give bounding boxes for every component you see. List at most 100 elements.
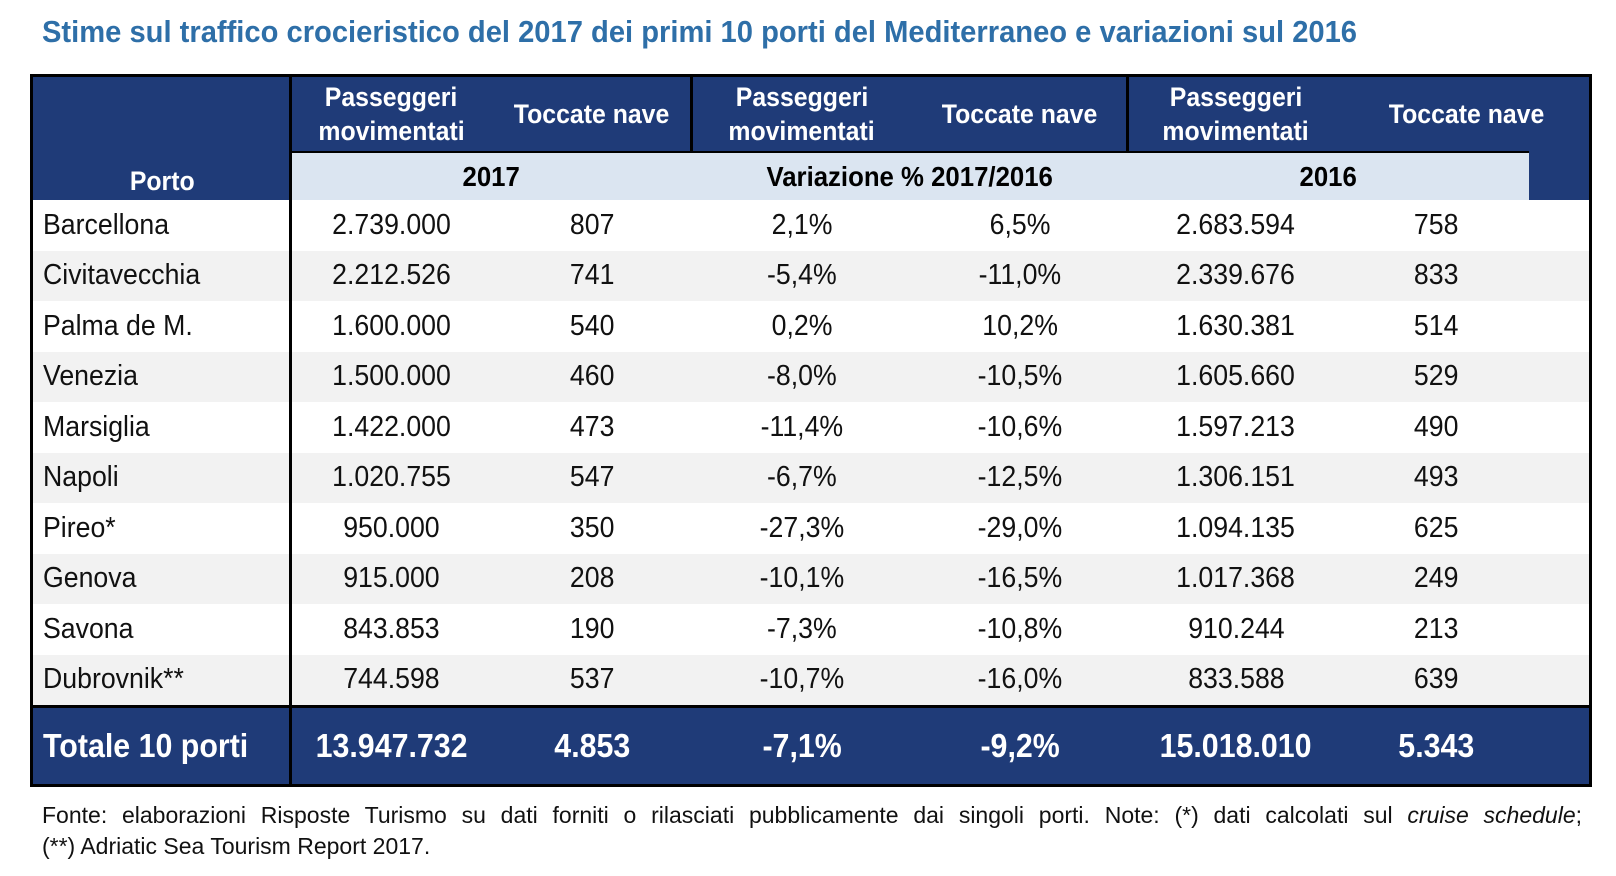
table-row: Palma de M. 1.600.000 540 0,2% 10,2% 1.630.38… [33, 301, 1589, 352]
cell-var-calls: -29,0% [977, 511, 1063, 544]
cell-pax-2017: 1.020.755 [332, 461, 451, 494]
table-row: Marsiglia 1.422.000 473 -11,4% -10,6% 1.597.2… [33, 402, 1589, 453]
cell-pax-2016: 2.683.594 [1176, 208, 1296, 241]
source-note-line1: Fonte: elaborazioni Risposte Turismo su … [42, 802, 1583, 828]
cell-calls-2017: 190 [569, 612, 615, 645]
cell-pax-2017: 1.600.000 [332, 309, 451, 342]
cell-calls-2016: 249 [1414, 562, 1459, 595]
cell-calls-2016: 833 [1414, 259, 1459, 292]
separator-header-horizontal [289, 151, 1529, 153]
cell-calls-2016: 493 [1414, 461, 1459, 494]
cell-porto: Genova [43, 562, 137, 595]
cell-porto: Venezia [43, 360, 138, 393]
group-label-2016: 2016 [1299, 160, 1358, 192]
cell-var-calls: -16,0% [977, 663, 1063, 696]
cell-calls-2017: 473 [569, 410, 615, 443]
table-row: Napoli 1.020.755 547 -6,7% -12,5% 1.306.151 49… [33, 452, 1589, 503]
cell-var-calls: 6,5% [989, 208, 1051, 241]
cell-pax-2016: 910.244 [1187, 612, 1285, 645]
total-row: Totale 10 porti 13.947.732 4.853 -7,1% -9,2%… [33, 708, 1589, 784]
cell-pax-2016: 1.605.660 [1176, 360, 1296, 393]
cell-pax-2016: 1.630.381 [1176, 309, 1296, 342]
group-label-variation: Variazione % 2017/2016 [766, 160, 1054, 192]
header-calls-variation: Toccate nave [942, 99, 1098, 129]
total-cell-var-calls: -9,2% [980, 727, 1060, 764]
header-porto: Porto [129, 166, 195, 196]
header-calls-2016: Toccate nave [1388, 99, 1545, 129]
table-row: Venezia 1.500.000 460 -8,0% -10,5% 1.605.660 5… [33, 351, 1589, 402]
cell-pax-2016: 1.094.135 [1176, 511, 1296, 544]
cell-porto: Napoli [43, 461, 119, 494]
source-note: Fonte: elaborazioni Risposte Turismo su … [42, 800, 1582, 862]
cell-var-pax: 2,1% [771, 208, 833, 241]
cell-calls-2016: 758 [1414, 208, 1459, 241]
cell-calls-2017: 807 [569, 208, 615, 241]
cell-var-pax: 0,2% [771, 309, 833, 342]
total-cell-pax-2017: 13.947.732 [315, 727, 468, 764]
source-note-line2: (**) Adriatic Sea Tourism Report 2017. [42, 833, 431, 859]
cell-var-pax: -10,7% [759, 663, 845, 696]
cell-calls-2017: 460 [569, 360, 615, 393]
total-cell-var-pax: -7,1% [762, 727, 842, 764]
cell-pax-2017: 744.598 [343, 663, 440, 696]
cell-pax-2017: 2.739.000 [332, 208, 451, 241]
cell-pax-2017: 950.000 [343, 511, 440, 544]
cell-var-pax: -27,3% [759, 511, 845, 544]
cell-var-calls: -10,5% [977, 360, 1063, 393]
cell-pax-2016: 1.017.368 [1176, 562, 1296, 595]
cell-var-calls: 10,2% [982, 309, 1058, 342]
cell-pax-2017: 2.212.526 [332, 259, 451, 292]
header-pax-2017: Passeggeri movimentati [318, 82, 465, 146]
table-row: Pireo* 950.000 350 -27,3% -29,0% 1.094.135 625 [33, 503, 1589, 554]
separator-porto [289, 77, 292, 784]
cell-calls-2017: 741 [569, 259, 615, 292]
cell-porto: Pireo* [43, 511, 116, 544]
cell-var-calls: -16,5% [977, 562, 1063, 595]
cell-calls-2016: 639 [1414, 663, 1459, 696]
cell-var-pax: -11,4% [760, 410, 844, 443]
cell-calls-2016: 213 [1414, 612, 1459, 645]
table-row: Genova 915.000 208 -10,1% -16,5% 1.017.368 249 [33, 553, 1589, 604]
cell-pax-2017: 843.853 [343, 612, 440, 645]
group-label-2017: 2017 [462, 160, 521, 192]
table-row: Dubrovnik** 744.598 537 -10,7% -16,0% 833.588… [33, 654, 1589, 705]
cell-calls-2016: 625 [1414, 511, 1459, 544]
cell-pax-2017: 1.422.000 [332, 410, 451, 443]
cell-calls-2016: 529 [1414, 360, 1459, 393]
cell-pax-2017: 1.500.000 [332, 360, 451, 393]
total-cell-porto: Totale 10 porti [43, 727, 249, 764]
cell-var-pax: -10,1% [759, 562, 845, 595]
cell-porto: Palma de M. [43, 309, 193, 342]
cell-var-pax: -5,4% [767, 259, 837, 292]
cruise-traffic-table: Passeggeri movimentati Toccate nave Passe… [30, 74, 1592, 787]
cell-calls-2016: 514 [1414, 309, 1459, 342]
cell-var-pax: -6,7% [767, 461, 837, 494]
cell-pax-2016: 1.306.151 [1176, 461, 1296, 494]
total-cell-calls-2016: 5.343 [1398, 727, 1475, 764]
cell-var-pax: -7,3% [767, 612, 837, 645]
cell-var-calls: -10,6% [977, 410, 1063, 443]
page-title: Stime sul traffico crocieristico del 201… [42, 14, 1358, 49]
header-pax-2016: Passeggeri movimentati [1162, 82, 1310, 146]
cell-var-calls: -11,0% [978, 259, 1062, 292]
cell-porto: Barcellona [43, 208, 170, 241]
cell-var-calls: -12,5% [977, 461, 1063, 494]
cell-calls-2017: 547 [569, 461, 615, 494]
cell-calls-2016: 490 [1414, 410, 1459, 443]
cell-calls-2017: 540 [569, 309, 615, 342]
cell-pax-2016: 833.588 [1187, 663, 1285, 696]
cell-var-pax: -8,0% [767, 360, 837, 393]
cell-porto: Civitavecchia [43, 259, 201, 292]
table-row: Civitavecchia 2.212.526 741 -5,4% -11,0% 2.33… [33, 250, 1589, 301]
cell-pax-2016: 1.597.213 [1176, 410, 1296, 443]
header-group-band [291, 153, 1529, 200]
cell-porto: Savona [43, 612, 134, 645]
header-pax-variation: Passeggeri movimentati [728, 82, 876, 146]
cell-calls-2017: 350 [569, 511, 615, 544]
cell-calls-2017: 208 [569, 562, 615, 595]
cell-var-calls: -10,8% [977, 612, 1063, 645]
total-cell-pax-2016: 15.018.010 [1160, 727, 1312, 764]
total-cell-calls-2017: 4.853 [554, 727, 630, 764]
separator-group2-top [1126, 77, 1129, 151]
cell-porto: Dubrovnik** [43, 663, 184, 696]
